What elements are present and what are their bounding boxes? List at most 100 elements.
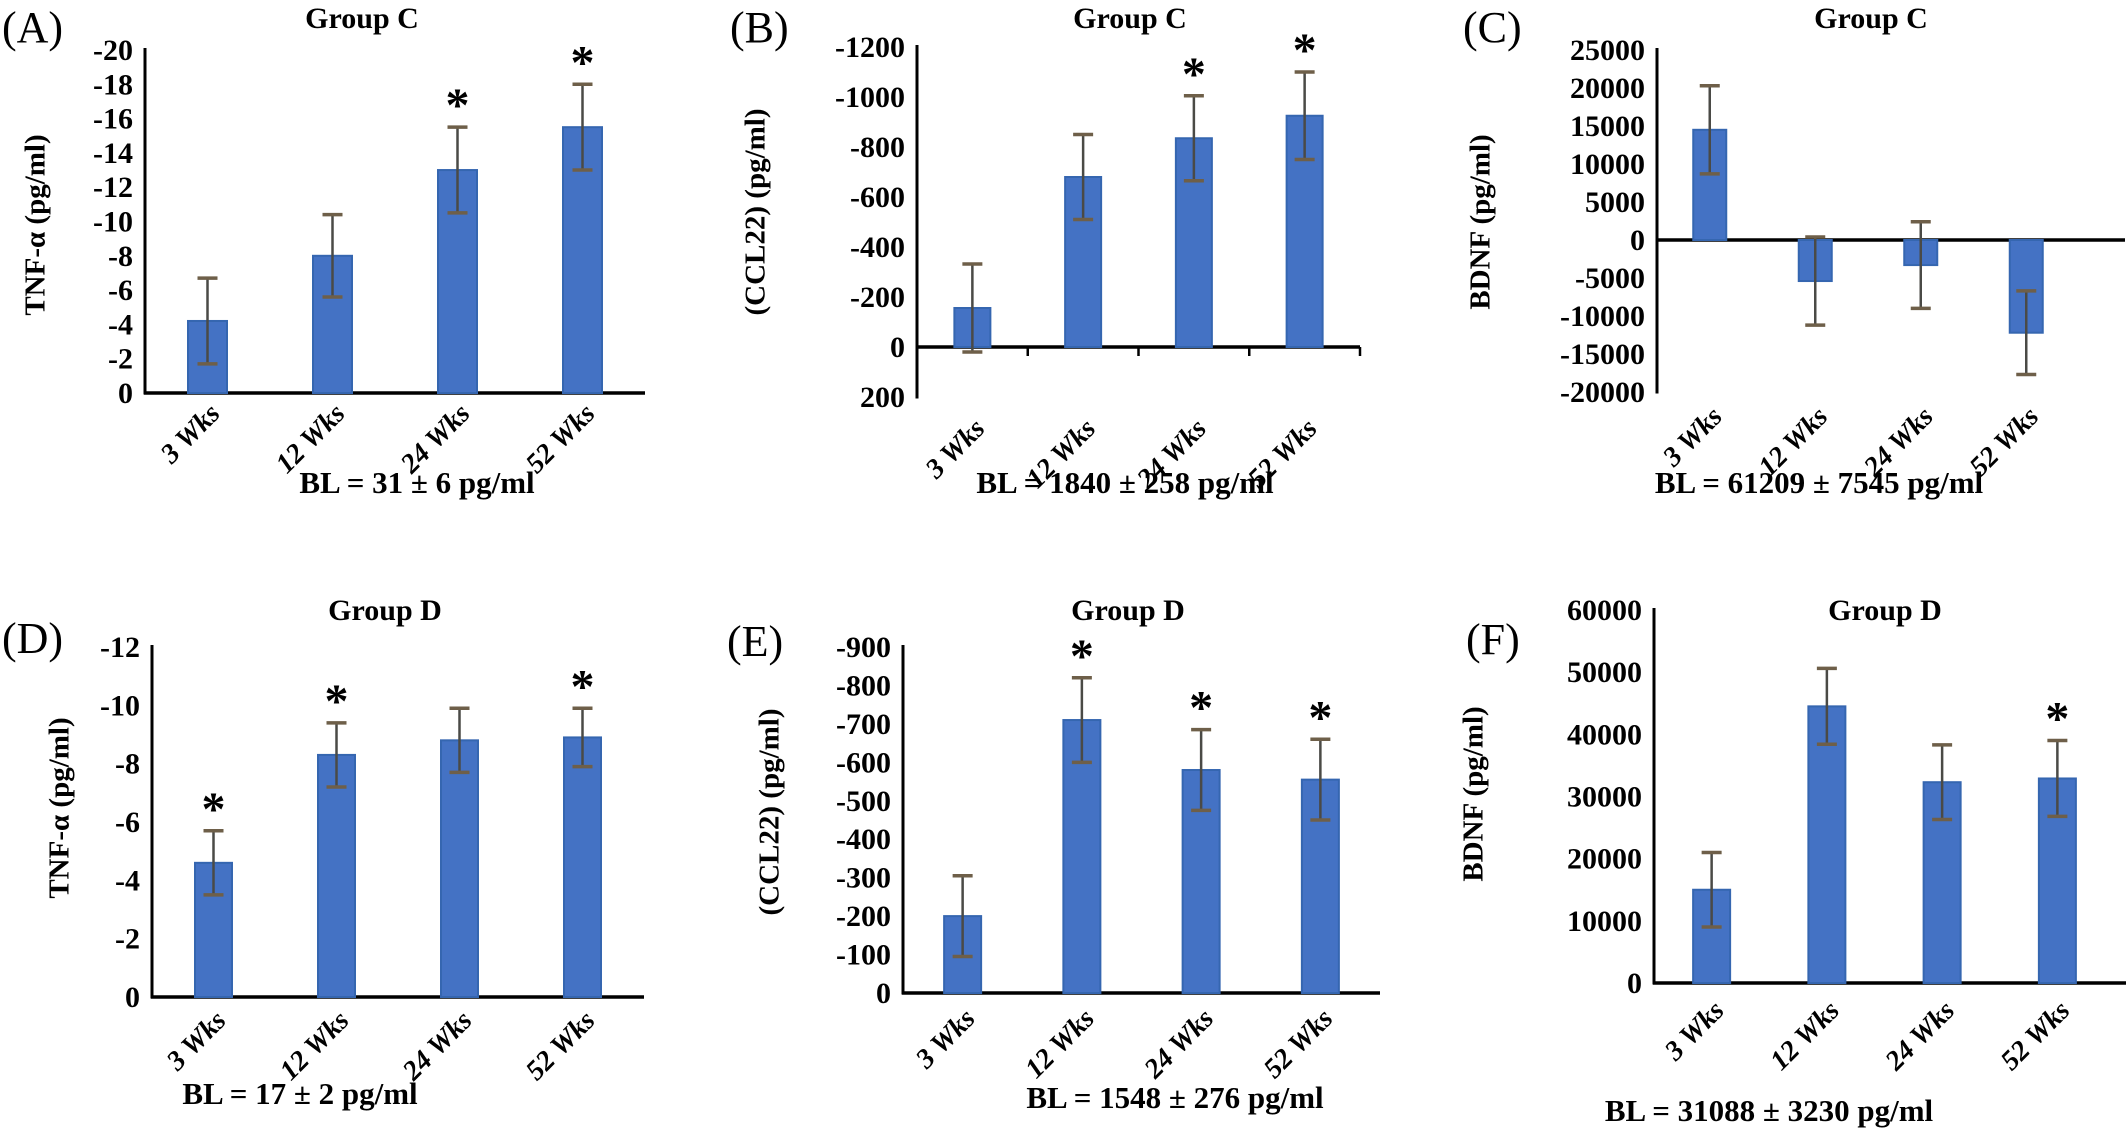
- y-tick-label: -6: [115, 806, 140, 839]
- bar-52-wks: [563, 736, 602, 999]
- significance-asterisk: *: [571, 36, 595, 89]
- y-tick-label: 20000: [1570, 72, 1645, 105]
- y-tick-label: 0: [876, 977, 891, 1010]
- y-tick-label: -16: [93, 103, 133, 136]
- y-tick-label: 15000: [1570, 110, 1645, 143]
- significance-asterisk: *: [571, 660, 595, 713]
- x-category-label: 3 Wks: [909, 1003, 981, 1075]
- chart-canvas-B: -1200 -1000 -800 -600 -400 -200 0 200 3 Wks 12 Wk…: [710, 0, 1419, 565]
- x-category-label: 3 Wks: [1658, 995, 1730, 1067]
- chart-canvas-A: -20 -18 -16 -14 -12 -10 -8 -6 -4 -2 0 3 Wks 12 Wks * 2…: [0, 0, 709, 565]
- y-tick-label: -800: [850, 131, 905, 164]
- panel-A: (A) Group C TNF-α (pg/ml) -20 -18 -16 -14 -1…: [0, 0, 709, 560]
- chart-canvas-D: -12 -10 -8 -6 -4 -2 0 * 3 Wks * 12 Wks 24 Wks * 52 Wk…: [0, 560, 709, 1140]
- significance-asterisk: *: [202, 783, 226, 836]
- significance-asterisk: *: [1189, 682, 1213, 735]
- panel-title: Group D: [1071, 594, 1185, 627]
- y-tick-label: -4: [115, 864, 140, 897]
- y-tick-label: 60000: [1567, 594, 1642, 627]
- y-tick-label: 0: [890, 331, 905, 364]
- y-tick-label: -10: [93, 206, 133, 239]
- y-tick-label: 25000: [1570, 34, 1645, 67]
- panel-letter: (F): [1466, 615, 1520, 664]
- x-category-label: 3 Wks: [1656, 401, 1728, 473]
- significance-asterisk: *: [325, 675, 349, 728]
- y-tick-label: -1000: [835, 81, 905, 114]
- bar-12-wks: [1062, 719, 1102, 995]
- baseline-note: BL = 31 ± 6 pg/ml: [299, 465, 535, 500]
- panel-letter: (B): [730, 3, 789, 52]
- y-tick-label: -1200: [835, 31, 905, 64]
- x-category-label: 12 Wks: [1019, 1003, 1101, 1085]
- x-category-label: 12 Wks: [274, 1005, 356, 1087]
- chart-canvas-F: 60000 50000 40000 30000 20000 10000 0 3 Wks 12 W…: [1419, 560, 2128, 1140]
- y-tick-label: -800: [836, 669, 891, 702]
- x-category-label: 52 Wks: [520, 1005, 602, 1087]
- y-tick-label: -5000: [1575, 262, 1645, 295]
- y-tick-label: -2: [115, 923, 140, 956]
- y-tick-label: -15000: [1560, 338, 1645, 371]
- x-category-label: 24 Wks: [396, 1005, 478, 1087]
- y-tick-label: 0: [1627, 967, 1642, 1000]
- bar-chart-(D): -12 -10 -8 -6 -4 -2 0 * 3 Wks * 12 Wks 24 Wks * 52 Wk…: [100, 631, 644, 1087]
- y-tick-label: -10: [100, 689, 140, 722]
- baseline-note: BL = 1840 ± 258 pg/ml: [976, 465, 1274, 500]
- y-tick-label: -4: [108, 308, 133, 341]
- bar-12-wks: [317, 753, 356, 998]
- x-category-label: 3 Wks: [154, 398, 226, 470]
- y-tick-label: -12: [100, 631, 140, 664]
- y-tick-label: 0: [1630, 224, 1645, 257]
- bar-chart-(E): -900 -800 -700 -600 -500 -400 -300 -200 -100 0 3 W…: [836, 630, 1380, 1085]
- panel-F: (F) Group D BDNF (pg/ml) 60000 50000 40000…: [1419, 560, 2128, 1135]
- significance-asterisk: *: [446, 79, 470, 132]
- panel-C: (C) Group C BDNF (pg/ml) 25000 20000 15000…: [1419, 0, 2128, 560]
- y-tick-label: -100: [836, 939, 891, 972]
- panel-B: (B) Group C (CCL22) (pg/ml) -1200 -1000 -8…: [710, 0, 1419, 560]
- y-tick-label: -14: [93, 137, 133, 170]
- y-tick-label: -300: [836, 862, 891, 895]
- baseline-note: BL = 17 ± 2 pg/ml: [182, 1076, 418, 1111]
- x-category-label: 12 Wks: [1764, 995, 1846, 1077]
- y-tick-label: 30000: [1567, 781, 1642, 814]
- y-tick-label: 200: [860, 381, 905, 414]
- y-tick-label: 0: [125, 981, 140, 1014]
- y-tick-label: -400: [850, 231, 905, 264]
- panel-E: (E) Group D (CCL22) (pg/ml) -900 -800 -700…: [710, 560, 1419, 1135]
- x-category-label: 52 Wks: [1258, 1003, 1340, 1085]
- y-tick-label: -8: [108, 240, 133, 273]
- panel-D: (D) Group D TNF-α (pg/ml) -12 -10 -8 -6 -4 -2…: [0, 560, 709, 1135]
- panel-title: Group D: [328, 594, 442, 627]
- y-tick-label: -6: [108, 274, 133, 307]
- panel-letter: (A): [2, 3, 64, 52]
- y-tick-label: 40000: [1567, 718, 1642, 751]
- significance-asterisk: *: [1293, 24, 1317, 77]
- significance-asterisk: *: [1070, 630, 1094, 683]
- y-tick-label: 10000: [1567, 905, 1642, 938]
- bar-chart-(A): -20-18-16-14-12-10-8-6-4-203 Wks 12 Wks*2…: [93, 34, 645, 480]
- y-tick-label: -600: [836, 746, 891, 779]
- panel-letter: (E): [727, 617, 784, 666]
- panel-title: Group C: [1814, 2, 1928, 35]
- bar-chart-(F): 60000 50000 40000 30000 20000 10000 0 3 Wks 12 W…: [1567, 594, 2126, 1077]
- x-category-label: 24 Wks: [1138, 1003, 1220, 1085]
- y-tick-label: 5000: [1585, 186, 1645, 219]
- baseline-note: BL = 1548 ± 276 pg/ml: [1026, 1080, 1324, 1115]
- y-tick-label: -200: [836, 900, 891, 933]
- panel-letter: (D): [2, 614, 64, 663]
- x-category-label: 24 Wks: [1879, 995, 1961, 1077]
- y-tick-label: -8: [115, 748, 140, 781]
- y-tick-label: -2: [108, 343, 133, 376]
- baseline-note: BL = 61209 ± 7545 pg/ml: [1654, 465, 1984, 500]
- significance-asterisk: *: [1308, 691, 1332, 744]
- y-tick-label: -900: [836, 631, 891, 664]
- significance-asterisk: *: [2045, 693, 2069, 746]
- panel-letter: (C): [1463, 3, 1522, 52]
- bar-chart-(C): 25000 20000 15000 10000 5000 0 -5000 -10000 -150…: [1560, 34, 2125, 483]
- chart-canvas-C: 25000 20000 15000 10000 5000 0 -5000 -10000 -150…: [1419, 0, 2128, 565]
- y-tick-label: -20000: [1560, 376, 1645, 409]
- y-tick-label: 20000: [1567, 843, 1642, 876]
- y-tick-label: -10000: [1560, 300, 1645, 333]
- panel-title: Group C: [1073, 2, 1187, 35]
- y-tick-label: -20: [93, 34, 133, 67]
